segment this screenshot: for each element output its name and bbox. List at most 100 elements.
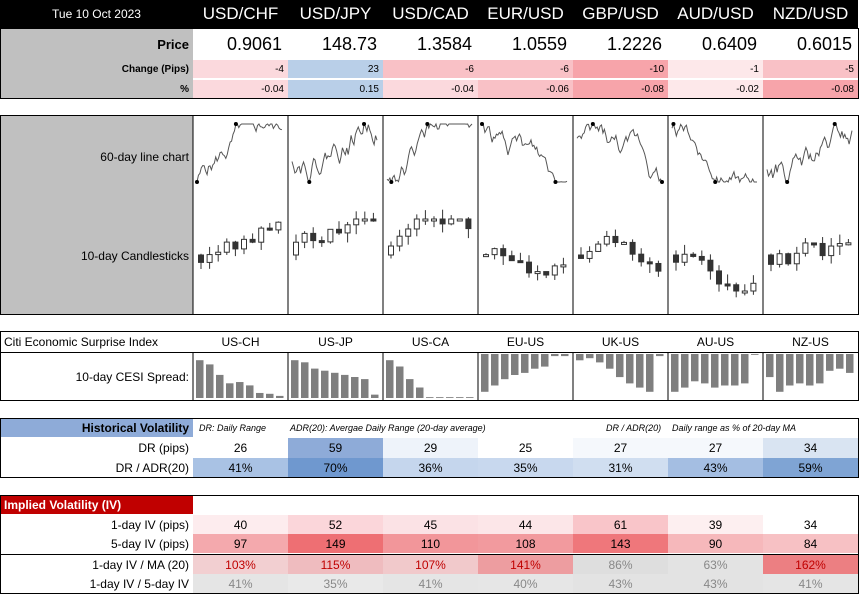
candle-body [768, 254, 774, 265]
iv-1day-value: 45 [383, 515, 478, 534]
candle-body [431, 218, 437, 222]
candle-body [776, 253, 783, 265]
cesi-bar [616, 354, 624, 378]
cesi-bar [361, 379, 369, 398]
pair-header: EUR/USD [478, 0, 573, 28]
cesi-title: Citi Economic Surprise Index [4, 335, 159, 349]
iv-5day-value: 143 [573, 534, 668, 553]
cesi-bar [416, 387, 424, 398]
iv-1day-value: 44 [478, 515, 573, 534]
sparkline-60day [196, 123, 283, 183]
price-value: 0.9061 [226, 33, 282, 54]
candle-body [232, 241, 239, 250]
cesi-bar [371, 394, 379, 398]
cesi-spread-label: 10-day CESI Spread: [75, 370, 189, 384]
cesi-bar [491, 354, 499, 386]
candle-body [413, 218, 420, 230]
cesi-bar [226, 383, 234, 398]
candlestick-label: 10-day Candlesticks [80, 249, 189, 263]
hv-adr-label: DR / ADR(20) [115, 461, 189, 475]
candle-body [336, 228, 342, 234]
cesi-region-header: NZ-US [792, 335, 829, 349]
hv-title: Historical Volatility [0, 418, 193, 437]
cesi-bar [511, 354, 519, 375]
iv-5day-value: 90 [668, 534, 763, 553]
pair-header: USD/JPY [288, 0, 383, 28]
cesi-bar [606, 354, 614, 369]
cesi-bar [681, 354, 689, 388]
iv-1day-value: 61 [573, 515, 668, 534]
iv-ma-value: 162% [763, 555, 858, 574]
cesi-region-header: AU-US [696, 335, 735, 349]
iv-ma-value: 86% [573, 555, 668, 574]
cesi-bar [206, 364, 214, 398]
candle-body [629, 241, 636, 255]
hv-adr-value: 43% [668, 458, 763, 478]
candle-body [206, 254, 213, 263]
pair-header: USD/CAD [383, 0, 478, 28]
sparkline-high-marker [480, 122, 484, 126]
cesi-bar [396, 366, 404, 398]
price-value: 0.6015 [796, 33, 852, 54]
candle-body [646, 261, 653, 265]
price-value: 148.73 [321, 33, 377, 54]
iv-divider [0, 554, 859, 555]
sparkline-low-marker [785, 180, 790, 184]
hv-dr-value: 26 [193, 438, 288, 458]
cesi-bar [731, 354, 739, 386]
cesi-bar [406, 379, 414, 398]
candle-body [439, 218, 446, 225]
candle-body [716, 270, 722, 285]
iv-ratio-value: 40% [478, 574, 573, 593]
cesi-bar [311, 368, 319, 398]
candle-body [448, 218, 455, 225]
cesi-bar [786, 354, 794, 386]
iv-5day-value: 149 [288, 534, 383, 553]
sparkline-high-marker [362, 122, 367, 126]
iv-ma-label: 1-day IV / MA (20) [92, 557, 189, 572]
iv-ratio-value: 43% [573, 574, 668, 593]
candle-body [370, 218, 377, 222]
candle-body [361, 218, 368, 222]
cesi-bar [276, 395, 284, 398]
change-pips-value: -6 [478, 60, 573, 78]
price-label-panel [0, 28, 193, 98]
iv-5day-value: 108 [478, 534, 573, 553]
cesi-bar [806, 354, 814, 386]
sparkline-low-marker [553, 180, 558, 184]
pct-label: % [180, 83, 189, 95]
cesi-bar [586, 354, 594, 359]
cesi-bar [646, 354, 654, 392]
hv-note-adr: ADR(20): Avergae Daily Range (20-day ave… [290, 422, 486, 433]
cesi-bar [466, 397, 474, 398]
candle-body [698, 255, 705, 261]
candle-body [249, 238, 256, 243]
cesi-bar [436, 397, 444, 398]
cesi-region-header: US-JP [318, 335, 353, 349]
pair-header: USD/CHF [193, 0, 288, 28]
sparkline-high-marker [832, 122, 837, 126]
cesi-bar [846, 354, 854, 373]
candle-body [750, 282, 757, 292]
cesi-bar [796, 354, 804, 384]
hv-note-dr: DR: Daily Range [199, 422, 267, 433]
change-pct-value: 0.15 [288, 80, 383, 98]
cesi-bar [236, 382, 244, 398]
candle-body [310, 232, 317, 242]
cesi-bar [481, 354, 489, 392]
hv-dr-value: 59 [288, 438, 383, 458]
line-chart-label: 60-day line chart [100, 150, 189, 164]
candle-body [327, 228, 334, 243]
candle-body [836, 243, 843, 247]
candle-body [215, 251, 222, 256]
candle-body [724, 283, 731, 287]
candle-body [819, 242, 826, 257]
change-pct-value: -0.04 [193, 80, 288, 98]
candle-body [483, 254, 489, 258]
cesi-divider [0, 352, 859, 353]
cesi-bar [656, 354, 664, 357]
candle-body [612, 235, 619, 244]
hv-table-border [0, 418, 859, 478]
pair-header: AUD/USD [668, 0, 763, 28]
cesi-bar [826, 354, 834, 371]
